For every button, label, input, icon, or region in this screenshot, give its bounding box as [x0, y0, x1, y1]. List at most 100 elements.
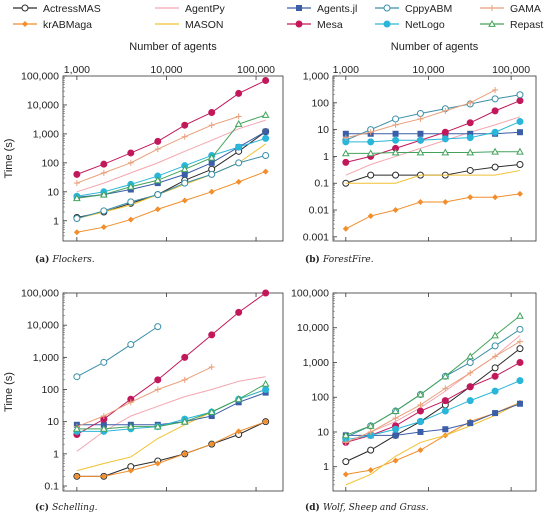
- data-point: [342, 134, 349, 141]
- data-point: [208, 170, 216, 178]
- data-point: [417, 115, 424, 122]
- series-line: [76, 114, 266, 199]
- panel-caption: (b) ForestFire.: [305, 254, 374, 265]
- data-point: [466, 352, 475, 360]
- legend-label: Repast: [510, 19, 543, 31]
- series-line: [345, 169, 521, 184]
- series-mesa: [73, 289, 270, 438]
- series-line: [76, 376, 266, 452]
- data-point: [492, 194, 499, 201]
- series-line: [345, 121, 521, 143]
- legend-label: ActressMAS: [43, 3, 101, 15]
- legend-item: AgentPy: [155, 3, 225, 15]
- data-point: [127, 341, 135, 349]
- data-point: [466, 358, 474, 366]
- data-point: [262, 168, 269, 175]
- data-point: [100, 160, 108, 168]
- data-point: [127, 467, 134, 474]
- data-point: [180, 165, 189, 173]
- data-point: [441, 407, 449, 415]
- data-point: [441, 128, 449, 136]
- data-point: [207, 153, 216, 161]
- series-agentpy: [345, 116, 521, 176]
- data-point: [516, 338, 523, 345]
- data-point: [417, 401, 424, 408]
- data-point: [99, 424, 108, 432]
- legend-label: GAMA: [510, 3, 541, 15]
- data-point: [181, 353, 189, 361]
- data-point: [516, 311, 524, 319]
- data-point: [262, 418, 269, 425]
- series-cppyabm: [73, 151, 270, 222]
- data-point: [342, 458, 350, 466]
- legend-item: krABMaga: [13, 19, 92, 31]
- series-agentpy: [76, 119, 266, 193]
- legend-label: krABMaga: [43, 19, 92, 31]
- legend-label: MASON: [185, 19, 224, 31]
- data-point: [516, 358, 524, 366]
- data-point: [416, 136, 424, 144]
- data-point: [234, 119, 243, 127]
- data-point: [442, 426, 449, 433]
- data-point: [442, 198, 449, 205]
- data-point: [180, 417, 189, 425]
- data-point: [466, 166, 474, 174]
- y-tick-label: 10,000: [27, 320, 59, 332]
- data-point: [208, 108, 216, 116]
- y-tick-label: 100: [41, 384, 59, 396]
- y-tick-label: 1: [323, 151, 329, 163]
- plot-frame: [332, 292, 537, 492]
- data-point: [73, 214, 81, 222]
- series-line: [76, 154, 266, 219]
- data-point: [73, 473, 80, 480]
- legend-label: Mesa: [317, 19, 343, 31]
- legend-marker: [22, 21, 28, 27]
- y-tick-label: 0.1: [44, 481, 59, 493]
- series-line: [76, 137, 266, 197]
- data-point: [181, 121, 189, 129]
- data-point: [153, 422, 162, 430]
- data-point: [73, 229, 80, 236]
- data-point: [100, 413, 107, 420]
- y-tick-label: 1,000: [303, 357, 329, 369]
- data-point: [342, 439, 349, 446]
- data-point: [416, 407, 424, 415]
- series-krabmaga: [73, 418, 269, 480]
- series-cppyabm: [73, 323, 162, 381]
- data-point: [154, 206, 161, 213]
- plot-frame: [62, 75, 284, 242]
- plot-frame: [62, 292, 284, 492]
- series-line: [345, 341, 521, 443]
- data-point: [392, 207, 399, 214]
- data-point: [392, 171, 400, 179]
- series-netlogo: [342, 377, 524, 444]
- data-point: [73, 180, 80, 187]
- data-point: [491, 163, 499, 171]
- y-tick-label: 100,000: [21, 71, 59, 83]
- data-point: [442, 385, 449, 392]
- data-point: [73, 194, 81, 202]
- data-point: [126, 422, 135, 430]
- legend-label: Agents.jl: [317, 3, 357, 15]
- y-tick-label: 1,000: [303, 71, 329, 83]
- data-point: [181, 179, 189, 187]
- data-point: [516, 190, 523, 197]
- data-point: [100, 207, 108, 215]
- series-line: [345, 403, 521, 436]
- legend-item: Mesa: [287, 19, 343, 31]
- data-point: [127, 159, 134, 166]
- data-point: [261, 110, 270, 118]
- data-point: [367, 171, 375, 179]
- y-tick-label: 10: [317, 124, 329, 136]
- x-axis-label: Number of agents: [391, 41, 479, 53]
- data-point: [516, 325, 524, 333]
- data-point: [492, 410, 499, 417]
- data-point: [491, 147, 499, 155]
- y-tick-label: 100: [41, 157, 59, 169]
- series-mason: [345, 402, 521, 486]
- data-point: [235, 428, 242, 435]
- data-point: [441, 148, 450, 156]
- y-tick-label: 100: [311, 392, 329, 404]
- panel-c: 0.1 1 10 100 1,000 10,000 100,000 Time (s) (c) S…: [3, 288, 284, 513]
- data-point: [100, 358, 108, 366]
